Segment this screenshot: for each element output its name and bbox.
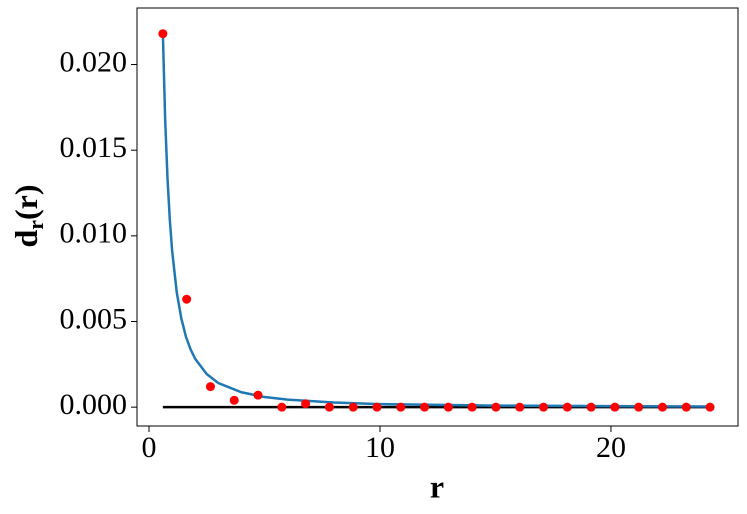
point	[443, 402, 453, 412]
point	[158, 29, 168, 39]
point	[562, 402, 572, 412]
point	[277, 402, 287, 412]
point	[681, 402, 691, 412]
line	[161, 33, 711, 408]
point	[324, 402, 334, 412]
x-axis-label: r	[430, 468, 444, 504]
point	[372, 402, 382, 412]
point	[253, 390, 263, 400]
y-label-sub: r	[23, 220, 48, 230]
point	[491, 402, 501, 412]
point	[657, 402, 667, 412]
y-tick-label: 0.005	[60, 302, 128, 335]
point	[301, 399, 311, 409]
point	[586, 402, 596, 412]
point	[182, 294, 192, 304]
point	[634, 402, 644, 412]
y-label-rest: (r)	[8, 184, 44, 220]
y-label-base: d	[8, 230, 44, 248]
point	[348, 402, 358, 412]
point	[205, 382, 215, 392]
point	[515, 402, 525, 412]
point	[396, 402, 406, 412]
point	[467, 402, 477, 412]
x-tick-label: 0	[142, 431, 157, 464]
x-tick-label: 20	[596, 431, 626, 464]
point	[539, 402, 549, 412]
point	[229, 395, 239, 405]
x-tick-label: 10	[365, 431, 395, 464]
point	[705, 402, 715, 412]
y-tick-label: 0.015	[60, 131, 128, 164]
y-tick-label: 0.000	[60, 388, 128, 421]
plot-frame	[136, 7, 739, 427]
point	[610, 402, 620, 412]
point	[420, 402, 430, 412]
y-tick-label: 0.010	[60, 217, 128, 250]
y-tick-label: 0.020	[60, 45, 128, 78]
y-axis-label: dr(r)	[8, 184, 48, 247]
